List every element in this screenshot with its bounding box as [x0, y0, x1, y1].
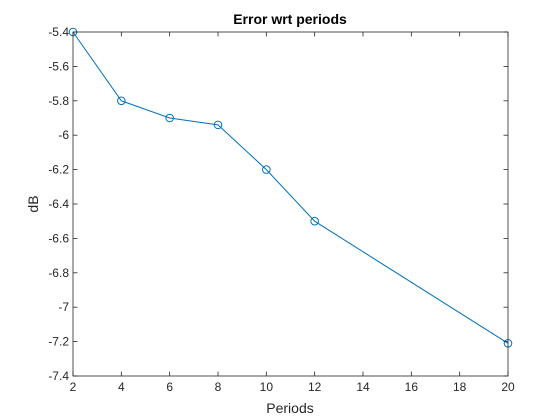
y-tick-label: -5.6	[48, 59, 69, 73]
x-tick-label: 4	[118, 380, 125, 394]
chart-title: Error wrt periods	[233, 11, 347, 27]
x-tick-label: 14	[356, 380, 370, 394]
data-point-marker	[213, 120, 223, 130]
y-tick-label: -6.8	[48, 266, 69, 280]
plot-area-background	[73, 32, 508, 376]
ticks-layer: 2 4 6 8 10 12 14 16 18 20 -5.4 -5.6 -5.8 -6 -6.2 -6.4 -6…	[48, 25, 515, 394]
series-line	[72, 31, 509, 344]
data-point-marker	[310, 216, 319, 226]
x-tick-label: 8	[215, 380, 222, 394]
y-tick-label: -6	[58, 128, 69, 142]
y-tick-label: -6.6	[48, 231, 69, 245]
x-tick-label: 2	[70, 380, 77, 394]
x-axis-label: Periods	[266, 400, 313, 416]
y-tick-label: -5.8	[48, 94, 69, 108]
x-tick-label: 12	[308, 380, 322, 394]
x-tick-label: 18	[453, 380, 467, 394]
x-tick-label: 16	[405, 380, 419, 394]
y-tick-label: -6.4	[48, 197, 69, 211]
x-tick-label: 6	[166, 380, 173, 394]
data-point-marker	[262, 165, 271, 174]
x-tick-label: 10	[260, 380, 274, 394]
y-tick-label: -7.2	[48, 335, 69, 349]
x-tick-label: 20	[501, 380, 515, 394]
y-tick-label: -6.2	[48, 163, 69, 177]
plot-area-box	[72, 31, 509, 377]
data-point-marker	[165, 113, 174, 123]
y-tick-label: -7	[58, 300, 69, 314]
data-point-marker	[117, 96, 126, 106]
y-axis-label: dB	[25, 195, 41, 212]
y-tick-label: -7.4	[48, 369, 69, 383]
y-tick-label: -5.4	[48, 25, 69, 39]
